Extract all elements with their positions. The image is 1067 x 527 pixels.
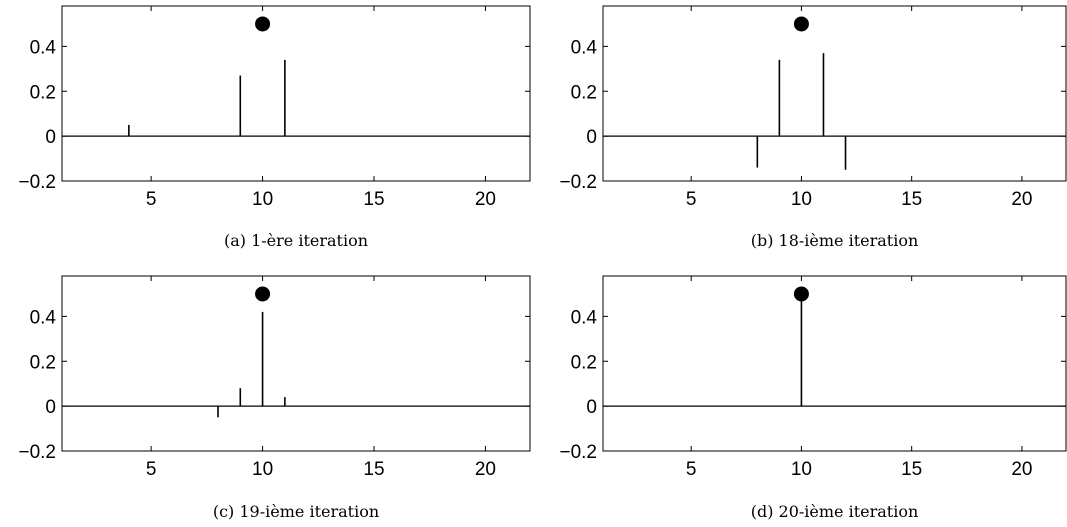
y-tick-label: 0 <box>45 127 56 148</box>
y-tick-label: −0.2 <box>559 442 597 463</box>
y-tick-label: 0.4 <box>30 307 57 328</box>
target-marker <box>793 286 809 302</box>
y-tick-label: 0 <box>586 397 597 418</box>
y-tick-label: 0.2 <box>571 82 597 103</box>
y-tick-label: 0 <box>45 397 56 418</box>
y-tick-label: 0 <box>586 127 597 148</box>
y-tick-label: 0.2 <box>571 352 597 373</box>
x-tick-label: 10 <box>791 459 812 480</box>
panel-caption: (b) 18-ième iteration <box>751 231 919 250</box>
x-tick-label: 5 <box>686 189 697 210</box>
panel-a: 5 10 15 20 −0.2 0 0.2 0.4 (a) 1-ère iteration <box>18 5 531 250</box>
y-tick-label: −0.2 <box>559 172 597 193</box>
target-marker <box>793 16 809 32</box>
x-tick-label: 20 <box>1011 459 1032 480</box>
y-tick-label: 0.4 <box>571 307 598 328</box>
panel-caption: (a) 1-ère iteration <box>224 231 368 250</box>
target-marker <box>255 286 271 302</box>
y-tick-label: 0.4 <box>30 37 57 58</box>
axes-frame <box>602 5 1067 182</box>
y-tick-label: −0.2 <box>18 172 56 193</box>
y-tick-label: −0.2 <box>18 442 56 463</box>
panel-caption: (d) 20-ième iteration <box>751 502 919 521</box>
x-tick-label: 15 <box>363 189 384 210</box>
panel-c: 5 10 15 20 −0.2 0 0.2 0.4 (c) 19-ième iteration <box>18 275 531 521</box>
x-tick-label: 5 <box>146 459 157 480</box>
x-tick-label: 15 <box>901 189 922 210</box>
panel-b: 5 10 15 20 −0.2 0 0.2 0.4 (b) 18-ième iteration <box>559 5 1067 250</box>
target-marker <box>255 16 271 32</box>
panel-d: 5 10 15 20 −0.2 0 0.2 0.4 (d) 20-ième iteration <box>559 275 1067 521</box>
x-tick-label: 10 <box>791 189 812 210</box>
y-tick-label: 0.2 <box>30 82 56 103</box>
x-tick-label: 15 <box>901 459 922 480</box>
x-tick-label: 5 <box>146 189 157 210</box>
y-tick-label: 0.4 <box>571 37 598 58</box>
x-tick-label: 10 <box>252 189 273 210</box>
x-tick-label: 20 <box>475 189 496 210</box>
axes-frame <box>602 275 1067 452</box>
x-tick-label: 5 <box>686 459 697 480</box>
x-tick-label: 20 <box>1011 189 1032 210</box>
x-tick-label: 15 <box>363 459 384 480</box>
axes-frame <box>61 5 531 182</box>
panel-caption: (c) 19-ième iteration <box>213 502 379 521</box>
x-tick-label: 10 <box>252 459 273 480</box>
x-tick-label: 20 <box>475 459 496 480</box>
y-tick-label: 0.2 <box>30 352 56 373</box>
axes-frame <box>61 275 531 452</box>
